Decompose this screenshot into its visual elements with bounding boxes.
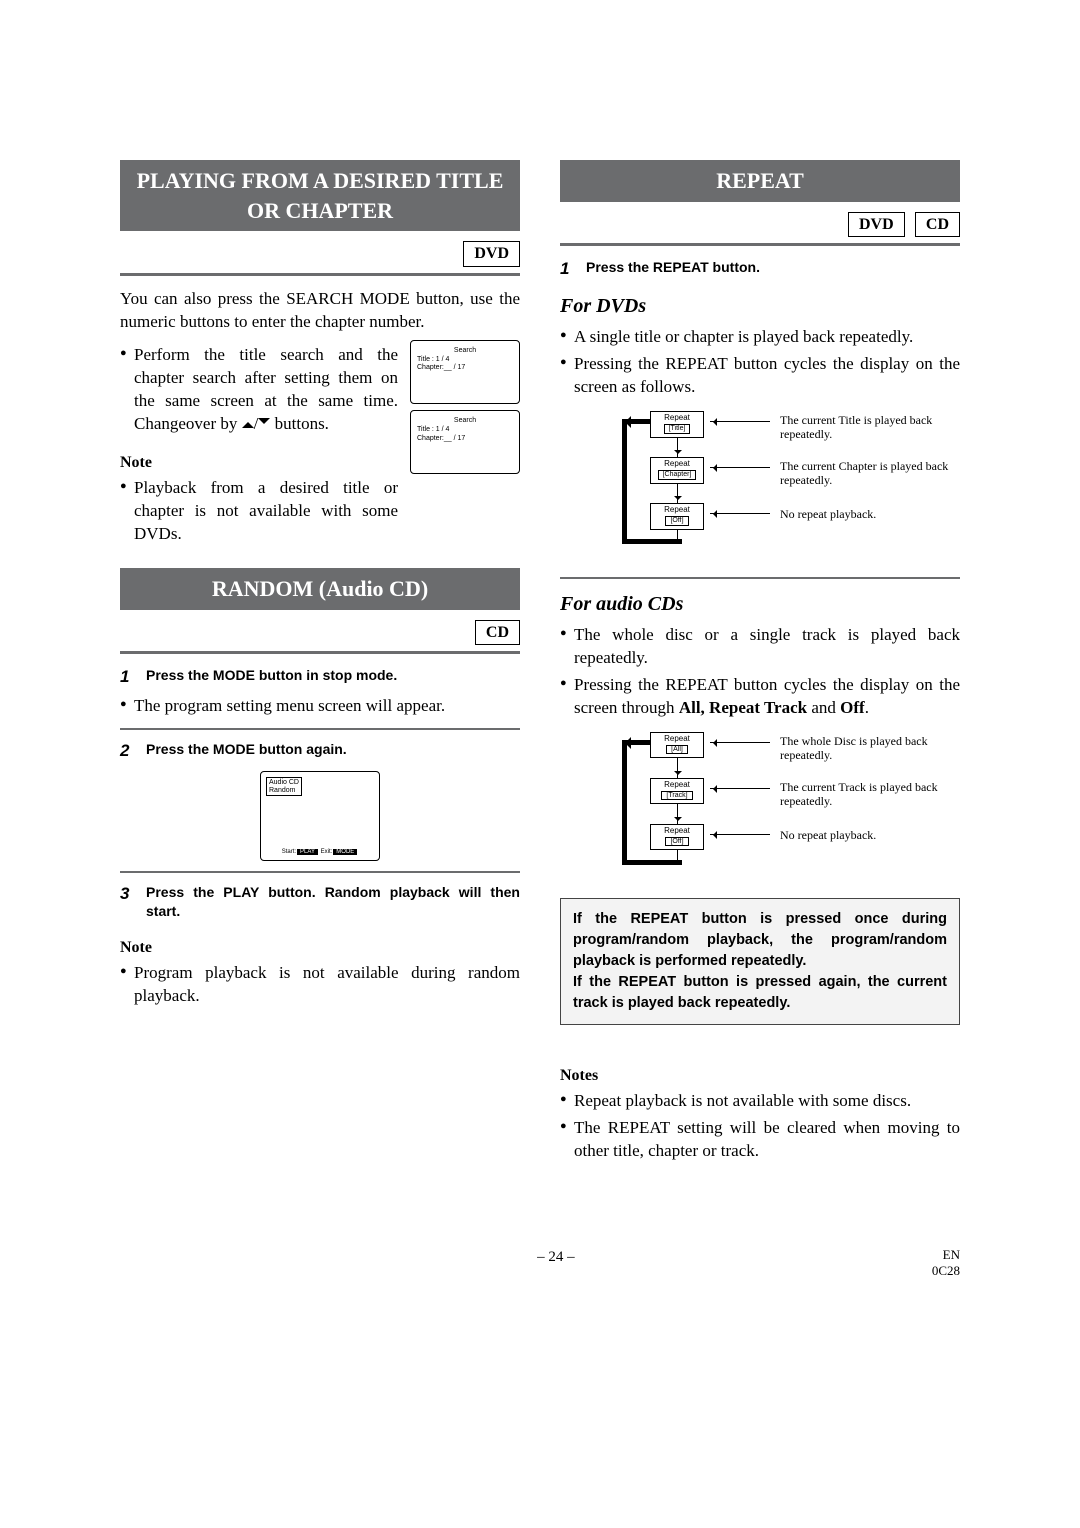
step-text: Press the REPEAT button. xyxy=(586,258,960,277)
step-text: Press the PLAY button. Random playback w… xyxy=(146,883,520,921)
down-icon xyxy=(258,418,270,430)
notes-bullet: The REPEAT setting will be cleared when … xyxy=(560,1117,960,1163)
repeat-diagram-dvd: Repeat[Title] Repeat[Chapter] Repeat[Off… xyxy=(560,409,960,559)
sub-heading-dvds: For DVDs xyxy=(560,293,960,320)
note-heading: Note xyxy=(120,452,398,474)
repeat-diagram-cd: Repeat[All] Repeat[Track] Repeat[Off] Th… xyxy=(560,730,960,880)
callout-repeat-program: If the REPEAT button is pressed once dur… xyxy=(560,898,960,1025)
badge-cd: CD xyxy=(475,620,520,646)
badge-dvd: DVD xyxy=(848,212,905,238)
footer-lang: EN xyxy=(932,1247,960,1263)
osd-random: Audio CD Random Start:PLAY Exit:MODE xyxy=(260,771,380,861)
badge-dvd: DVD xyxy=(463,241,520,267)
dvd-bullet: Pressing the REPEAT button cycles the di… xyxy=(560,353,960,399)
divider xyxy=(120,728,520,730)
step-number: 2 xyxy=(120,740,136,763)
osd-search-1: Search Title : 1 / 4 Chapter:__ / 17 xyxy=(410,340,520,404)
step-number: 1 xyxy=(560,258,576,281)
cd-bullet: Pressing the REPEAT button cycles the di… xyxy=(560,674,960,720)
notes-heading: Notes xyxy=(560,1065,960,1087)
step-text: Press the MODE button again. xyxy=(146,740,520,759)
dvd-bullet: A single title or chapter is played back… xyxy=(560,326,960,349)
bullet-changeover: Perform the title search and the chapter… xyxy=(120,344,398,436)
section-title-repeat: REPEAT xyxy=(560,160,960,202)
divider xyxy=(560,243,960,246)
page-number: – 24 – xyxy=(180,1247,932,1278)
note-heading: Note xyxy=(120,937,520,959)
badge-cd: CD xyxy=(915,212,960,238)
section-title-random: RANDOM (Audio CD) xyxy=(120,568,520,610)
note-bullet: Program playback is not available during… xyxy=(120,962,520,1008)
step-result: The program setting menu screen will app… xyxy=(120,695,520,718)
divider xyxy=(120,273,520,276)
osd-search-2: Search Title : 1 / 4 Chapter:__ / 17 xyxy=(410,410,520,474)
divider xyxy=(120,651,520,654)
intro-text: You can also press the SEARCH MODE butto… xyxy=(120,288,520,334)
divider xyxy=(560,577,960,579)
cd-bullet: The whole disc or a single track is play… xyxy=(560,624,960,670)
note-bullet: Playback from a desired title or chapter… xyxy=(120,477,398,546)
page-footer: – 24 – EN 0C28 xyxy=(120,1247,960,1278)
section-title-play-from: PLAYING FROM A DESIRED TITLE OR CHAPTER xyxy=(120,160,520,231)
step-text: Press the MODE button in stop mode. xyxy=(146,666,520,685)
up-icon xyxy=(242,416,254,428)
step-number: 3 xyxy=(120,883,136,906)
notes-bullet: Repeat playback is not available with so… xyxy=(560,1090,960,1113)
footer-code: 0C28 xyxy=(932,1263,960,1279)
sub-heading-cds: For audio CDs xyxy=(560,591,960,618)
step-number: 1 xyxy=(120,666,136,689)
divider xyxy=(120,871,520,873)
